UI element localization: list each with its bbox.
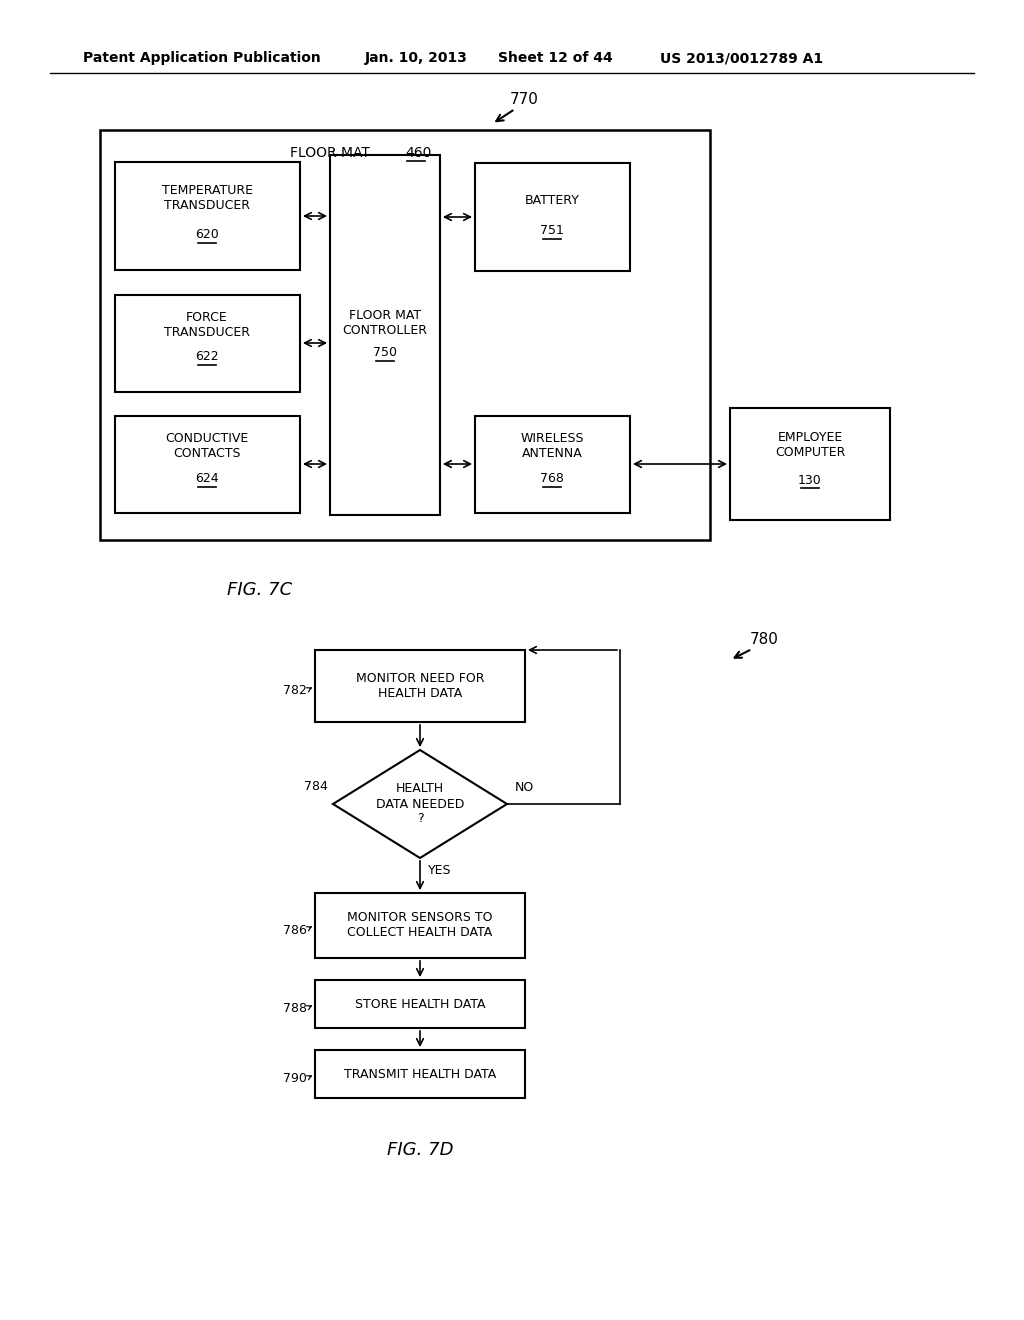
- Text: FIG. 7D: FIG. 7D: [387, 1140, 454, 1159]
- Text: STORE HEALTH DATA: STORE HEALTH DATA: [354, 998, 485, 1011]
- Text: MONITOR SENSORS TO
COLLECT HEALTH DATA: MONITOR SENSORS TO COLLECT HEALTH DATA: [347, 911, 493, 939]
- Text: 751: 751: [540, 224, 564, 238]
- Text: US 2013/0012789 A1: US 2013/0012789 A1: [660, 51, 823, 65]
- Text: 786: 786: [283, 924, 307, 936]
- Text: 750: 750: [373, 346, 397, 359]
- Bar: [330, 154, 440, 515]
- Bar: [315, 979, 525, 1028]
- Text: NO: NO: [515, 781, 535, 795]
- Text: 130: 130: [798, 474, 822, 487]
- Bar: [315, 894, 525, 958]
- Text: 624: 624: [196, 473, 219, 486]
- Bar: [475, 416, 630, 513]
- Text: Sheet 12 of 44: Sheet 12 of 44: [498, 51, 612, 65]
- Text: TEMPERATURE
TRANSDUCER: TEMPERATURE TRANSDUCER: [162, 183, 253, 213]
- Text: 790: 790: [283, 1072, 307, 1085]
- Text: 620: 620: [196, 228, 219, 242]
- Text: 460: 460: [406, 147, 431, 160]
- Bar: [315, 649, 525, 722]
- Text: BATTERY: BATTERY: [524, 194, 580, 207]
- Text: CONDUCTIVE
CONTACTS: CONDUCTIVE CONTACTS: [165, 432, 249, 459]
- Text: 788: 788: [283, 1002, 307, 1015]
- Bar: [115, 416, 300, 513]
- Text: FIG. 7C: FIG. 7C: [227, 581, 293, 599]
- Bar: [315, 1049, 525, 1098]
- Bar: [115, 294, 300, 392]
- Text: 782: 782: [283, 685, 307, 697]
- Text: FLOOR MAT: FLOOR MAT: [290, 147, 370, 160]
- Text: 784: 784: [304, 780, 328, 792]
- Bar: [115, 162, 300, 271]
- Text: 770: 770: [510, 92, 539, 107]
- Bar: [100, 129, 710, 540]
- Text: Jan. 10, 2013: Jan. 10, 2013: [365, 51, 468, 65]
- Text: HEALTH
DATA NEEDED
?: HEALTH DATA NEEDED ?: [376, 783, 464, 825]
- Text: 622: 622: [196, 351, 219, 363]
- Text: EMPLOYEE
COMPUTER: EMPLOYEE COMPUTER: [775, 432, 845, 459]
- Bar: [730, 408, 890, 520]
- Bar: [475, 162, 630, 271]
- Polygon shape: [333, 750, 507, 858]
- Text: FLOOR MAT
CONTROLLER: FLOOR MAT CONTROLLER: [342, 309, 427, 337]
- Text: WIRELESS
ANTENNA: WIRELESS ANTENNA: [520, 432, 584, 459]
- Text: 768: 768: [540, 473, 564, 486]
- Text: 780: 780: [750, 632, 779, 648]
- Text: YES: YES: [428, 863, 452, 876]
- Text: Patent Application Publication: Patent Application Publication: [83, 51, 321, 65]
- Text: FORCE
TRANSDUCER: FORCE TRANSDUCER: [164, 312, 250, 339]
- Text: TRANSMIT HEALTH DATA: TRANSMIT HEALTH DATA: [344, 1068, 496, 1081]
- Text: MONITOR NEED FOR
HEALTH DATA: MONITOR NEED FOR HEALTH DATA: [355, 672, 484, 700]
